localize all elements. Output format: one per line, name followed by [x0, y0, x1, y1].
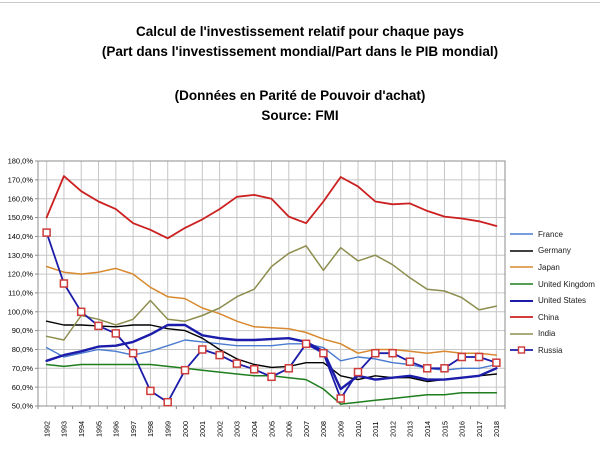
legend-swatch [510, 283, 533, 285]
svg-text:120,0%: 120,0% [8, 270, 34, 279]
svg-text:2013: 2013 [406, 421, 415, 437]
legend-label: United States [538, 296, 587, 306]
svg-text:2014: 2014 [423, 421, 432, 437]
legend-swatch [510, 333, 533, 335]
legend-item-france: France [509, 226, 595, 243]
svg-text:90,0%: 90,0% [12, 326, 34, 335]
svg-text:1993: 1993 [60, 421, 69, 437]
legend-label: Germany [538, 246, 571, 256]
svg-text:70,0%: 70,0% [12, 364, 34, 373]
svg-text:2001: 2001 [198, 421, 207, 437]
svg-text:2010: 2010 [354, 421, 363, 437]
legend-swatch [510, 316, 533, 319]
svg-text:110,0%: 110,0% [8, 289, 33, 298]
svg-text:2016: 2016 [458, 421, 467, 437]
chart-subtitle-line1: (Données en Parité de Pouvoir d'achat) [174, 88, 426, 103]
series-line-united-states [45, 323, 498, 391]
legend-label: India [538, 329, 556, 339]
svg-text:2018: 2018 [492, 421, 501, 437]
svg-text:80,0%: 80,0% [12, 345, 34, 354]
legend-label: France [538, 229, 563, 239]
series-line-india [45, 245, 498, 341]
svg-text:50,0%: 50,0% [12, 402, 34, 411]
plot-border [37, 160, 506, 407]
chart-title: Calcul de l'investissement relatif pour … [0, 22, 600, 62]
chart-subtitle: (Données en Parité de Pouvoir d'achat) S… [0, 86, 600, 126]
legend-item-russia: Russia [509, 342, 595, 359]
top-divider [0, 2, 600, 3]
svg-text:60,0%: 60,0% [12, 383, 34, 392]
svg-text:180,0%: 180,0% [8, 157, 34, 166]
svg-text:2009: 2009 [336, 421, 345, 437]
svg-text:2012: 2012 [388, 421, 397, 437]
legend-item-india: India [509, 326, 595, 343]
svg-text:2011: 2011 [371, 422, 380, 437]
legend-label: China [538, 312, 559, 322]
series-line-china [45, 175, 498, 240]
svg-text:130,0%: 130,0% [8, 251, 34, 260]
svg-text:2006: 2006 [285, 421, 294, 437]
svg-text:2004: 2004 [250, 421, 259, 437]
svg-text:1995: 1995 [94, 421, 103, 437]
svg-text:150,0%: 150,0% [8, 213, 34, 222]
chart-legend: France Germany Japan United Kingdom United S… [509, 226, 595, 359]
legend-label: United Kingdom [538, 279, 595, 289]
legend-swatch [510, 346, 533, 355]
svg-text:2017: 2017 [475, 421, 484, 437]
svg-text:1996: 1996 [112, 421, 121, 437]
legend-item-united-kingdom: United Kingdom [509, 276, 595, 293]
legend-label: Japan [538, 262, 560, 272]
svg-text:1994: 1994 [77, 421, 86, 437]
legend-swatch [510, 266, 533, 269]
svg-text:140,0%: 140,0% [8, 232, 34, 241]
chart-subtitle-line2: Source: FMI [261, 108, 339, 123]
svg-text:2003: 2003 [233, 421, 242, 437]
svg-text:2007: 2007 [302, 421, 311, 437]
y-axis-labels: 50,0% 60,0% 70,0% 80,0% 90,0% 100,0% 110,0% 120… [8, 157, 34, 411]
svg-text:170,0%: 170,0% [8, 175, 34, 184]
legend-swatch [510, 233, 533, 235]
svg-text:1998: 1998 [146, 421, 155, 437]
svg-text:2005: 2005 [267, 421, 276, 437]
axis-ticks [35, 160, 506, 409]
svg-text:1999: 1999 [164, 421, 173, 437]
legend-item-china: China [509, 309, 595, 326]
legend-label: Russia [538, 345, 563, 355]
legend-item-germany: Germany [509, 243, 595, 260]
legend-swatch [510, 250, 533, 252]
svg-text:160,0%: 160,0% [8, 194, 34, 203]
series-markers-russia [42, 228, 501, 407]
svg-text:2002: 2002 [215, 421, 224, 437]
svg-text:2015: 2015 [440, 421, 449, 437]
svg-text:100,0%: 100,0% [8, 307, 34, 316]
svg-text:2000: 2000 [181, 421, 190, 437]
svg-text:1997: 1997 [129, 421, 138, 437]
legend-swatch [510, 299, 533, 302]
series-line-germany [45, 320, 498, 383]
chart-title-line2: (Part dans l'investissement mondial/Part… [101, 44, 499, 59]
svg-text:1992: 1992 [42, 421, 51, 437]
chart-title-line1: Calcul de l'investissement relatif pour … [135, 24, 465, 39]
legend-item-japan: Japan [509, 259, 595, 276]
x-axis-labels: 1992 1993 1994 1995 1996 1997 1998 1999 2000 2001… [42, 421, 501, 437]
series-line-japan [45, 265, 498, 356]
svg-text:2008: 2008 [319, 421, 328, 437]
legend-item-united-states: United States [509, 292, 595, 309]
